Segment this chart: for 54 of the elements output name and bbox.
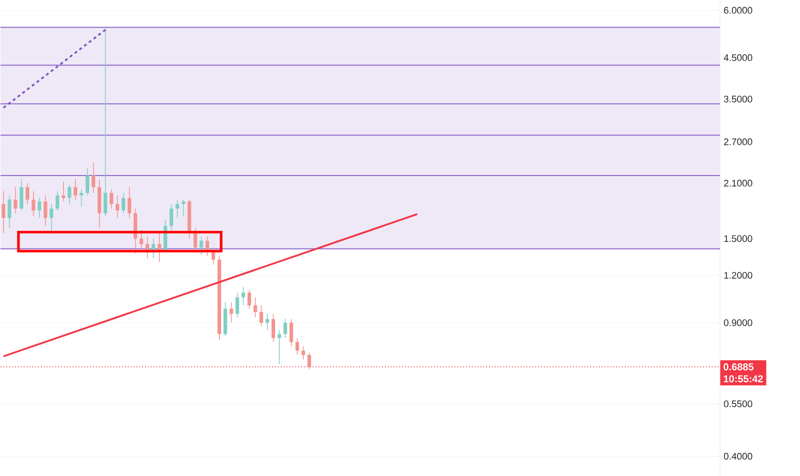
candlestick: [140, 230, 144, 250]
y-tick-label: 1.2000: [724, 272, 752, 279]
candlestick: [122, 192, 126, 214]
y-tick-label: 0.4000: [724, 452, 752, 460]
y-tick-label: 4.5000: [724, 54, 752, 61]
candlestick: [254, 296, 258, 318]
candlestick: [182, 199, 186, 216]
candlestick: [170, 204, 174, 230]
candlestick: [38, 197, 42, 218]
candlestick: [26, 182, 30, 204]
candlestick: [68, 184, 72, 204]
candlestick: [260, 304, 264, 327]
candlestick: [50, 204, 54, 234]
candlestick: [44, 194, 48, 226]
candlestick: [128, 186, 132, 218]
candlestick: [56, 190, 60, 211]
candlestick: [80, 189, 84, 208]
candlestick: [295, 338, 300, 356]
candlestick: [283, 318, 288, 338]
candlestick: [8, 194, 12, 228]
candlestick: [62, 181, 66, 202]
candlestick: [236, 292, 240, 318]
candlestick: [278, 330, 282, 364]
candlestick: [176, 199, 180, 218]
candlestick: [289, 318, 294, 347]
candlestick: [230, 302, 234, 324]
text: 10:55:42: [724, 375, 763, 382]
candlestick: [307, 352, 312, 370]
candlestick: [206, 236, 210, 256]
y-tick-label: 0.5500: [724, 400, 752, 408]
candlestick: [158, 232, 162, 262]
y-tick-label: 3.5000: [724, 96, 752, 102]
candlestick: [248, 289, 252, 310]
candlestick: [116, 194, 120, 218]
candlestick: [104, 26, 108, 216]
candlestick: [242, 286, 246, 306]
candlestick: [14, 186, 18, 214]
candlestick: [32, 190, 36, 216]
y-tick-label: 6.0000: [724, 6, 752, 14]
candlestick: [200, 236, 204, 256]
y-tick-label: 2.1000: [724, 180, 752, 186]
candlestick: [92, 162, 96, 194]
candlestick: [110, 189, 114, 209]
candlestick: [86, 168, 90, 196]
candlestick: [74, 178, 78, 200]
y-tick-label: 2.7000: [724, 138, 752, 146]
candlestick: [266, 313, 270, 331]
candlestick: [2, 190, 6, 234]
candlestick: [301, 346, 306, 360]
candlestick: [272, 313, 276, 342]
ref-line-label: 0.6885: [724, 363, 754, 370]
candlestick: [20, 178, 24, 211]
y-tick-label: 1.5000: [724, 235, 752, 242]
y-tick-label: 0.9000: [724, 319, 752, 326]
